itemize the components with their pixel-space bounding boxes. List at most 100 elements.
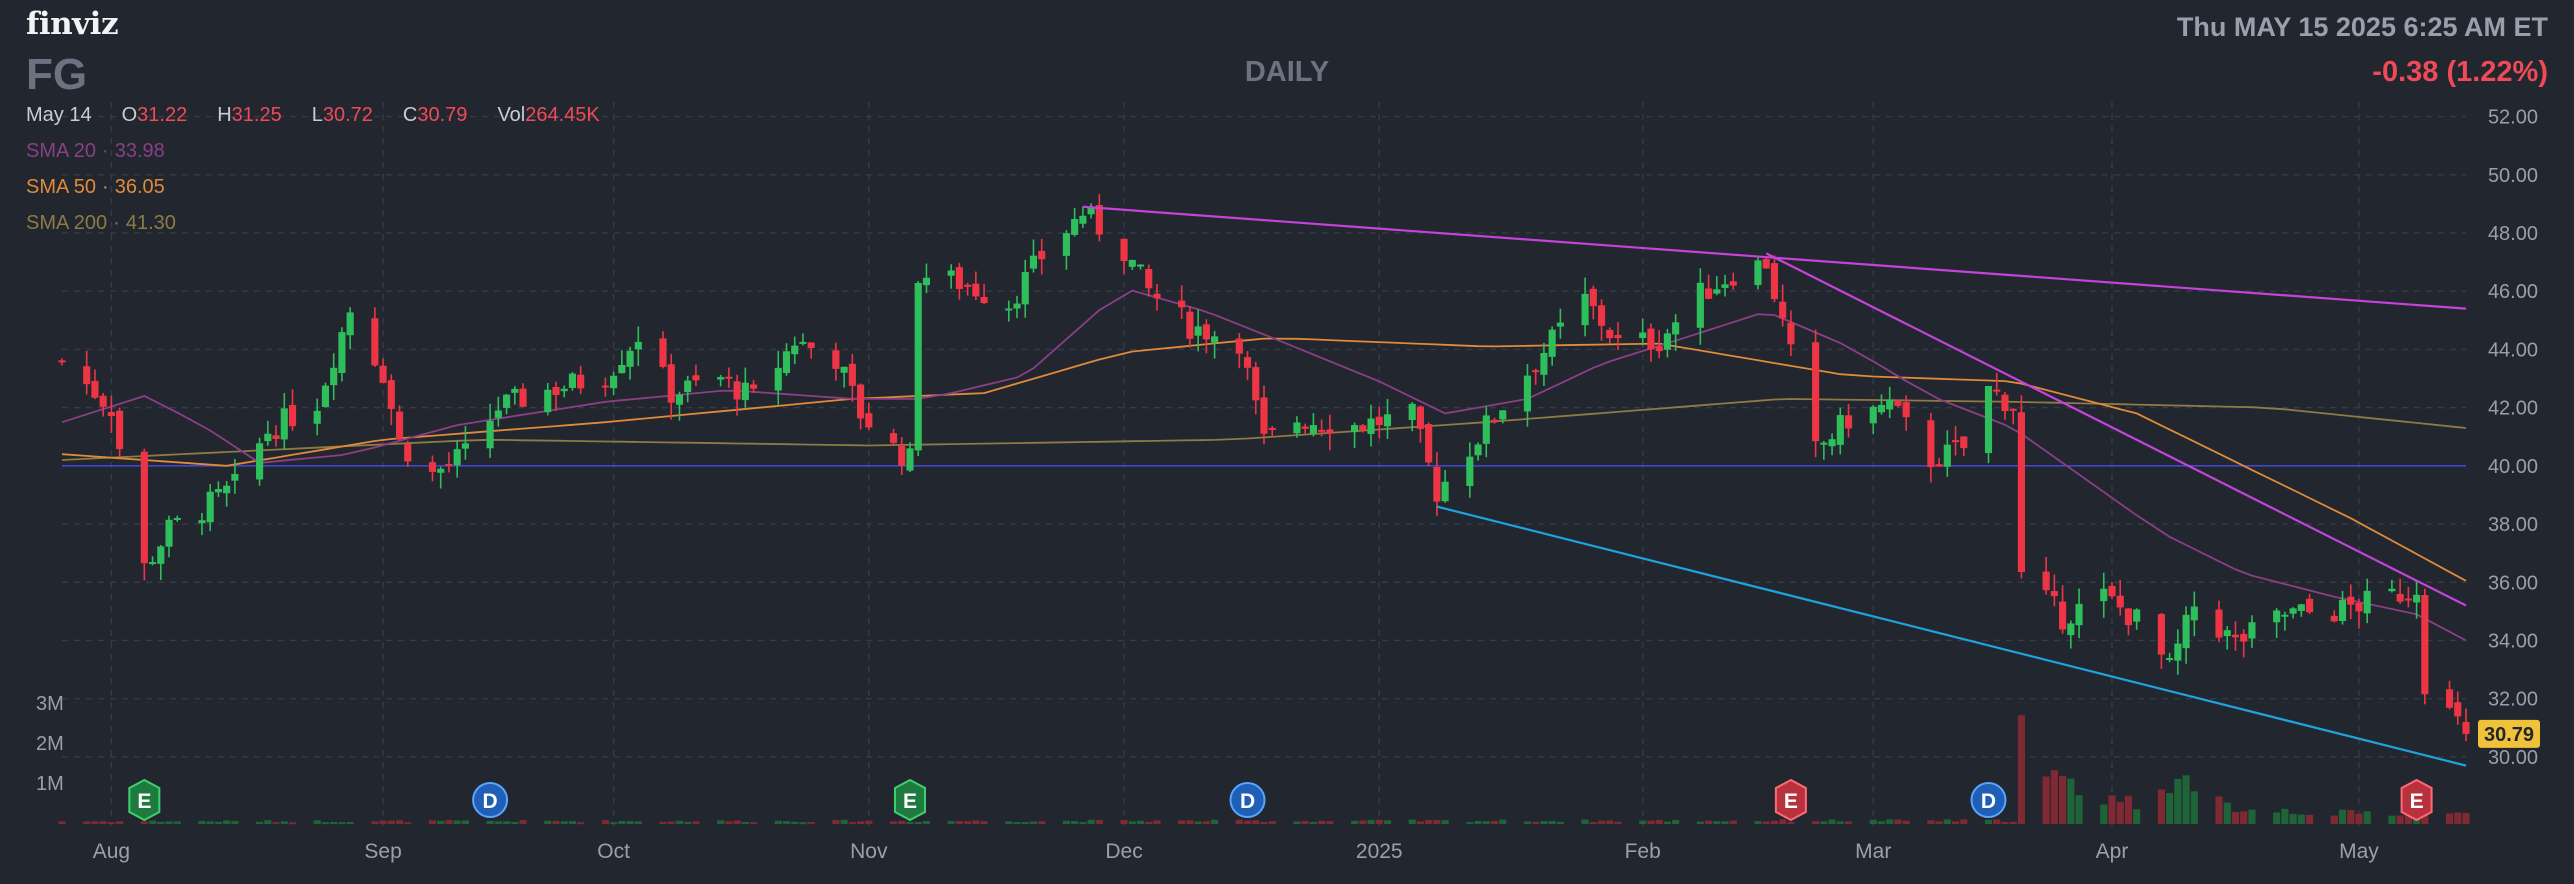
volume-bar xyxy=(1597,820,1606,824)
x-tick-label: 2025 xyxy=(1356,840,1403,863)
volume-bar xyxy=(1499,819,1507,824)
sma200-label: SMA 200 xyxy=(26,212,108,234)
volume-bar xyxy=(1005,821,1013,824)
candle-body xyxy=(140,451,148,564)
candle-body xyxy=(1770,263,1779,300)
sma20-legend[interactable]: SMA 20 · 33.98 xyxy=(26,140,165,162)
sma200-legend[interactable]: SMA 200 · 41.30 xyxy=(26,212,176,234)
candle-body xyxy=(1589,288,1597,307)
volume-bar xyxy=(2462,813,2470,824)
volume-bar xyxy=(1869,819,1877,824)
volume-bar xyxy=(58,821,66,824)
volume-bar xyxy=(1252,820,1260,824)
candle-body xyxy=(972,283,980,297)
candle-body xyxy=(1548,329,1556,357)
volume-tick-label: 3M xyxy=(36,693,64,715)
candle-body xyxy=(1021,272,1029,305)
candle-body xyxy=(1984,385,1993,454)
candle-body xyxy=(1079,215,1087,224)
event-marker-label: D xyxy=(1981,790,1996,813)
candle-body xyxy=(2330,615,2338,622)
volume-bar xyxy=(1293,821,1301,824)
candle-body xyxy=(1062,233,1070,256)
candle-body xyxy=(272,435,280,439)
sma50-legend[interactable]: SMA 50 · 36.05 xyxy=(26,176,165,198)
candle-body xyxy=(2413,594,2421,603)
candle-body xyxy=(2421,595,2429,695)
candle-body xyxy=(799,341,807,344)
candle-body xyxy=(898,445,906,466)
candle-body xyxy=(1779,301,1787,319)
trendline-falling-resistance xyxy=(1765,252,2467,607)
candle-body xyxy=(2075,603,2083,626)
candle-body xyxy=(1705,288,1713,299)
volume-bar xyxy=(206,821,214,824)
candle-body xyxy=(223,485,231,494)
candle-body xyxy=(865,413,873,428)
volume-bar xyxy=(717,820,725,824)
candle-body xyxy=(1902,402,1910,418)
volume-bar xyxy=(725,821,733,824)
volume-bar xyxy=(1474,820,1482,824)
candle-body xyxy=(461,443,469,449)
earnings-marker: E xyxy=(1774,778,1807,822)
volume-bar xyxy=(1095,820,1103,824)
volume-bar xyxy=(280,821,288,824)
volume-bar xyxy=(684,821,692,824)
close-value: 30.79 xyxy=(417,104,468,126)
volume-bar xyxy=(272,822,280,825)
volume-bar xyxy=(1705,820,1713,824)
volume-bar xyxy=(807,821,815,824)
candle-body xyxy=(980,297,988,304)
candle-body xyxy=(618,364,626,374)
candle-body xyxy=(1581,293,1589,326)
candle-body xyxy=(157,546,165,564)
datetime-label: Thu MAY 15 2025 6:25 AM ET xyxy=(2176,12,2548,42)
candle-body xyxy=(519,388,527,407)
volume-bar xyxy=(2042,776,2050,824)
volume-bar xyxy=(313,820,321,824)
candle-body xyxy=(1095,205,1103,235)
candle-body xyxy=(782,351,791,374)
candle-body xyxy=(2462,722,2470,734)
y-tick-label: 36.00 xyxy=(2488,572,2538,594)
volume-bar xyxy=(1729,820,1737,824)
volume-bar xyxy=(1540,820,1548,824)
volume-bar xyxy=(231,820,239,824)
candle-body xyxy=(684,380,692,393)
volume-bar xyxy=(519,820,527,824)
candle-body xyxy=(58,360,66,363)
volume-bar xyxy=(1663,821,1671,824)
volume-bar xyxy=(2215,796,2223,824)
volume-bar xyxy=(2347,809,2355,824)
earnings-marker: E xyxy=(128,778,161,822)
candle-body xyxy=(2108,585,2116,597)
volume-bar xyxy=(2231,811,2240,824)
candle-body xyxy=(428,462,437,472)
volume-bar xyxy=(659,821,667,824)
volume-bar xyxy=(791,821,799,824)
candle-body xyxy=(1202,324,1210,340)
candle-body xyxy=(741,382,749,401)
trendlines[interactable] xyxy=(1082,205,2467,767)
candle-body xyxy=(2009,408,2017,411)
candle-body xyxy=(659,338,667,367)
candle-body xyxy=(1071,218,1079,235)
candle-body xyxy=(1038,250,1046,260)
candle-body xyxy=(2174,643,2182,661)
volume-bar xyxy=(1696,821,1704,824)
candle-body xyxy=(1951,440,1960,443)
volume-bar xyxy=(494,821,502,824)
candle-body xyxy=(330,367,338,386)
volume-bar xyxy=(2240,811,2248,824)
volume-bar xyxy=(1532,821,1540,824)
finviz-logo[interactable]: finviz xyxy=(26,6,119,42)
low-value: 30.72 xyxy=(322,104,373,126)
earnings-marker: E xyxy=(893,778,926,822)
candle-body xyxy=(1194,326,1202,336)
volume-bar xyxy=(165,821,173,824)
volume-bar xyxy=(453,820,461,824)
candle-body xyxy=(1836,415,1844,445)
